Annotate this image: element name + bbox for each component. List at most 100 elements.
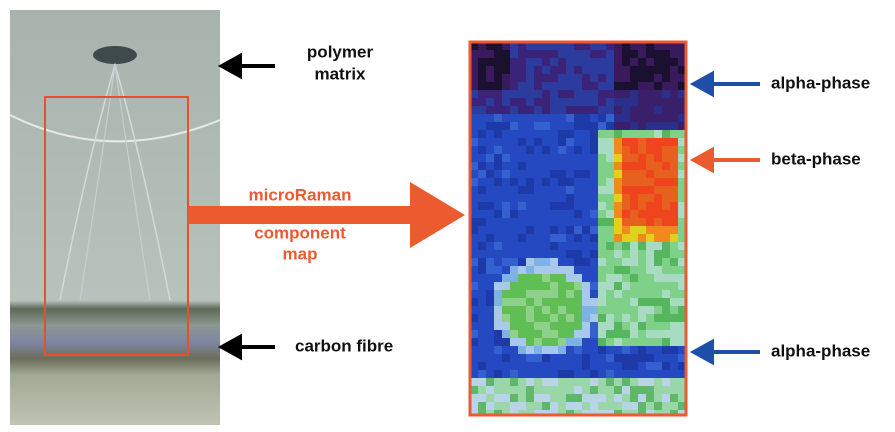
- map-pixel: [518, 218, 526, 226]
- map-pixel: [582, 114, 590, 122]
- map-pixel: [590, 330, 598, 338]
- map-pixel: [622, 322, 630, 330]
- map-pixel: [526, 330, 534, 338]
- map-pixel: [574, 258, 582, 266]
- map-pixel: [478, 266, 486, 274]
- map-pixel: [606, 170, 614, 178]
- map-pixel: [574, 386, 582, 394]
- map-pixel: [558, 402, 566, 410]
- map-pixel: [518, 290, 526, 298]
- map-pixel: [638, 290, 646, 298]
- map-pixel: [670, 266, 678, 274]
- map-pixel: [582, 338, 590, 346]
- map-pixel: [542, 322, 550, 330]
- map-pixel: [478, 218, 486, 226]
- map-pixel: [598, 266, 606, 274]
- map-pixel: [646, 330, 654, 338]
- map-pixel: [526, 378, 534, 386]
- map-pixel: [582, 258, 590, 266]
- map-pixel: [662, 138, 670, 146]
- map-pixel: [526, 170, 534, 178]
- map-pixel: [614, 218, 622, 226]
- map-pixel: [590, 234, 598, 242]
- map-pixel: [646, 282, 654, 290]
- map-pixel: [590, 170, 598, 178]
- map-pixel: [670, 338, 678, 346]
- map-pixel: [630, 162, 638, 170]
- map-pixel: [630, 106, 638, 114]
- map-pixel: [510, 322, 518, 330]
- map-pixel: [558, 66, 566, 74]
- map-pixel: [630, 138, 638, 146]
- map-pixel: [606, 82, 614, 90]
- map-pixel: [654, 194, 662, 202]
- map-pixel: [598, 226, 606, 234]
- map-pixel: [638, 242, 646, 250]
- map-pixel: [558, 194, 566, 202]
- map-pixel: [646, 322, 654, 330]
- map-pixel: [606, 122, 614, 130]
- map-pixel: [550, 402, 558, 410]
- map-pixel: [646, 202, 654, 210]
- map-pixel: [494, 122, 502, 130]
- map-pixel: [526, 82, 534, 90]
- map-pixel: [494, 290, 502, 298]
- map-pixel: [550, 234, 558, 242]
- map-pixel: [542, 122, 550, 130]
- map-pixel: [534, 162, 542, 170]
- map-pixel: [646, 338, 654, 346]
- map-pixel: [582, 250, 590, 258]
- map-pixel: [638, 250, 646, 258]
- map-pixel: [518, 202, 526, 210]
- map-pixel: [566, 50, 574, 58]
- map-pixel: [582, 154, 590, 162]
- map-pixel: [646, 314, 654, 322]
- map-pixel: [526, 162, 534, 170]
- map-pixel: [550, 130, 558, 138]
- map-pixel: [566, 130, 574, 138]
- map-pixel: [638, 362, 646, 370]
- map-pixel: [510, 218, 518, 226]
- map-pixel: [582, 194, 590, 202]
- map-pixel: [542, 226, 550, 234]
- map-pixel: [630, 306, 638, 314]
- map-pixel: [518, 282, 526, 290]
- map-pixel: [638, 234, 646, 242]
- map-pixel: [646, 370, 654, 378]
- map-pixel: [518, 370, 526, 378]
- map-pixel: [630, 178, 638, 186]
- map-pixel: [606, 146, 614, 154]
- map-pixel: [638, 226, 646, 234]
- map-pixel: [558, 114, 566, 122]
- map-pixel: [494, 394, 502, 402]
- map-pixel: [622, 338, 630, 346]
- map-pixel: [606, 378, 614, 386]
- map-pixel: [614, 346, 622, 354]
- raman-map: [470, 42, 686, 415]
- map-pixel: [566, 402, 574, 410]
- map-pixel: [662, 306, 670, 314]
- map-pixel: [630, 50, 638, 58]
- map-pixel: [518, 90, 526, 98]
- map-pixel: [590, 210, 598, 218]
- map-pixel: [510, 298, 518, 306]
- map-pixel: [582, 146, 590, 154]
- map-pixel: [670, 282, 678, 290]
- map-pixel: [494, 314, 502, 322]
- map-pixel: [550, 186, 558, 194]
- map-pixel: [526, 114, 534, 122]
- map-pixel: [638, 306, 646, 314]
- map-pixel: [518, 170, 526, 178]
- map-pixel: [518, 210, 526, 218]
- map-pixel: [590, 82, 598, 90]
- map-pixel: [638, 74, 646, 82]
- map-pixel: [590, 306, 598, 314]
- map-pixel: [662, 186, 670, 194]
- map-pixel: [566, 194, 574, 202]
- map-pixel: [662, 218, 670, 226]
- map-pixel: [590, 282, 598, 290]
- map-pixel: [662, 362, 670, 370]
- map-pixel: [534, 330, 542, 338]
- map-pixel: [614, 322, 622, 330]
- map-pixel: [638, 194, 646, 202]
